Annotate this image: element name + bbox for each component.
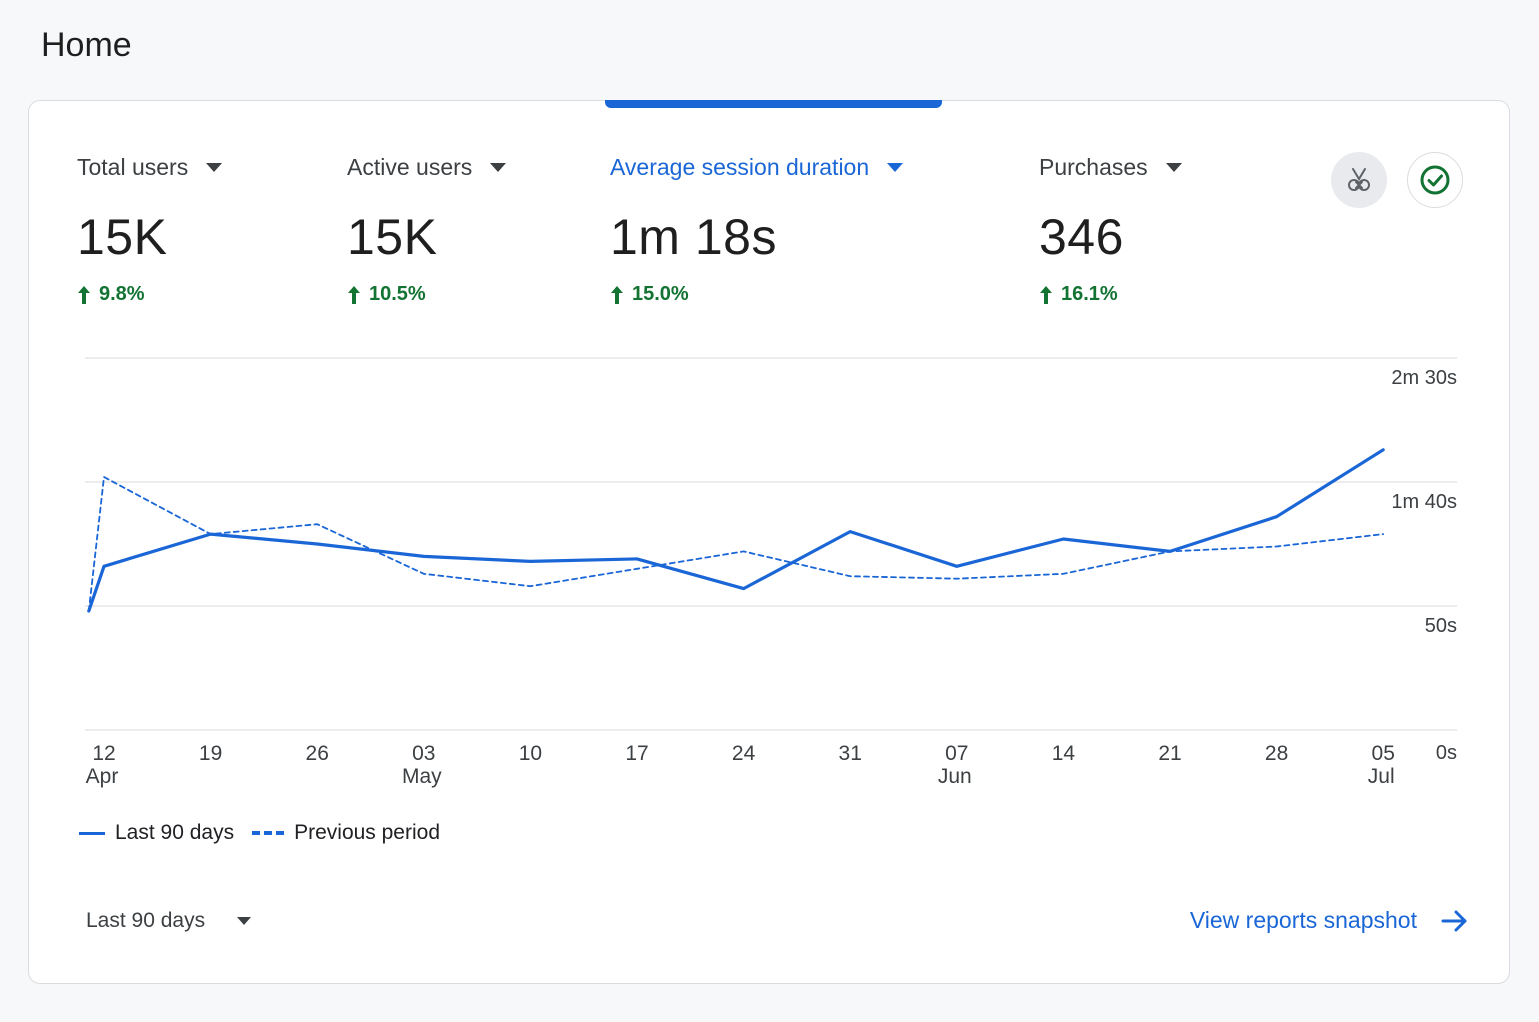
legend-label: Previous period xyxy=(294,821,441,844)
insights-sparkle-icon xyxy=(1348,168,1370,191)
y-tick-label: 0s xyxy=(1436,742,1457,764)
metric-change: 16.1% xyxy=(1039,283,1329,306)
x-tick-label: 21 xyxy=(1158,742,1181,765)
arrow-up-icon xyxy=(78,285,90,304)
legend-item-last-90-days[interactable]: Last 90 days xyxy=(79,821,234,845)
x-tick-label: 05 xyxy=(1372,742,1395,765)
x-tick-label: 10 xyxy=(519,742,542,765)
metric-change-value: 16.1% xyxy=(1061,283,1118,305)
x-tick-label: 17 xyxy=(625,742,648,765)
x-tick-label: 28 xyxy=(1265,742,1288,765)
metric-value: 15K xyxy=(347,209,438,265)
x-tick-label: 26 xyxy=(306,742,329,765)
y-axis-labels: 2m 30s 1m 40s 50s 0s xyxy=(1391,367,1457,764)
metric-label: Purchases xyxy=(1039,153,1148,180)
metric-change: 10.5% xyxy=(347,283,637,306)
metric-average-session-duration[interactable]: Average session duration 1m 18s 15.0% xyxy=(610,151,950,306)
metric-total-users[interactable]: Total users 15K 9.8% xyxy=(77,151,367,306)
active-metric-indicator xyxy=(605,100,942,108)
series-line-previous-period xyxy=(87,476,1385,612)
x-tick-label: 03 xyxy=(412,742,435,765)
metric-label: Active users xyxy=(347,153,473,180)
x-tick-label: 31 xyxy=(839,742,862,765)
metric-change: 9.8% xyxy=(77,283,367,306)
metric-selector-total-users[interactable]: Total users xyxy=(77,151,367,183)
y-tick-label: 50s xyxy=(1425,615,1457,637)
view-reports-snapshot-link[interactable]: View reports snapshot xyxy=(1190,907,1469,934)
x-tick-month-label: Apr xyxy=(86,765,119,788)
x-tick-label: 24 xyxy=(732,742,756,765)
metric-selector-purchases[interactable]: Purchases xyxy=(1039,151,1329,183)
caret-down-icon xyxy=(1165,162,1182,172)
metric-label: Average session duration xyxy=(610,153,870,180)
legend-swatch-solid xyxy=(79,831,105,835)
series-line-last-90-days xyxy=(87,448,1385,613)
metric-change: 15.0% xyxy=(610,283,950,306)
metric-selector-active-users[interactable]: Active users xyxy=(347,151,637,183)
legend-swatch-dashed xyxy=(252,831,285,835)
metric-change-value: 10.5% xyxy=(369,283,426,305)
chart-gridlines xyxy=(85,357,1457,731)
arrow-up-icon xyxy=(1040,285,1052,304)
metric-value: 346 xyxy=(1039,209,1124,265)
x-tick-month-label: May xyxy=(402,765,442,788)
check-circle-icon xyxy=(1420,165,1450,195)
x-tick-month-label: Jul xyxy=(1368,765,1395,788)
arrow-up-icon xyxy=(348,285,360,304)
date-range-label: Last 90 days xyxy=(86,909,206,932)
caret-down-icon xyxy=(887,162,904,172)
metric-value: 15K xyxy=(77,209,168,265)
x-tick-label: 19 xyxy=(199,742,222,765)
metric-change-value: 9.8% xyxy=(99,283,145,305)
x-tick-label: 12 xyxy=(92,742,115,765)
metric-purchases[interactable]: Purchases 346 16.1% xyxy=(1039,151,1329,306)
data-quality-button[interactable] xyxy=(1407,152,1463,208)
chart-legend: Last 90 days Previous period xyxy=(79,821,458,845)
metric-selector-average-session-duration[interactable]: Average session duration xyxy=(610,151,950,183)
arrow-up-icon xyxy=(611,285,623,304)
metric-value: 1m 18s xyxy=(610,209,777,265)
snapshot-link-label: View reports snapshot xyxy=(1189,907,1417,933)
legend-item-previous-period[interactable]: Previous period xyxy=(252,821,440,845)
insights-button[interactable] xyxy=(1331,152,1387,208)
x-tick-month-label: Jun xyxy=(938,765,972,788)
date-range-dropdown[interactable]: Last 90 days xyxy=(86,909,252,933)
legend-label: Last 90 days xyxy=(115,821,235,844)
metric-label: Total users xyxy=(77,153,189,180)
caret-down-icon xyxy=(237,917,252,925)
y-tick-label: 1m 40s xyxy=(1391,491,1457,513)
x-tick-label: 07 xyxy=(945,742,968,765)
chart-series xyxy=(87,448,1385,613)
x-tick-label: 14 xyxy=(1052,742,1076,765)
page-title: Home xyxy=(41,26,132,64)
metric-change-value: 15.0% xyxy=(632,283,689,305)
y-tick-label: 2m 30s xyxy=(1391,367,1457,389)
caret-down-icon xyxy=(490,162,507,172)
overview-card: Total users 15K 9.8% Active users 15K 10… xyxy=(28,100,1510,984)
arrow-right-icon xyxy=(1441,910,1467,931)
metric-active-users[interactable]: Active users 15K 10.5% xyxy=(347,151,637,306)
caret-down-icon xyxy=(206,162,223,172)
